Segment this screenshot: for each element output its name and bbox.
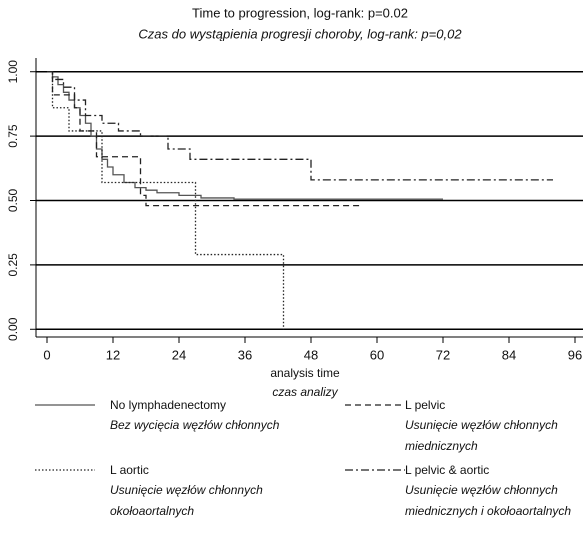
legend-label: L pelvic xyxy=(405,398,446,412)
survival-curve xyxy=(47,71,361,207)
y-tick-label: 0.25 xyxy=(6,253,20,277)
x-tick-label: 84 xyxy=(502,347,516,362)
x-tick-label: 96 xyxy=(568,347,582,362)
y-tick-label: 1.00 xyxy=(6,60,20,84)
legend-label: L aortic xyxy=(110,463,149,477)
x-tick-label: 12 xyxy=(106,347,120,362)
legend-label: L pelvic & aortic xyxy=(405,463,490,477)
x-axis-label: analysis time xyxy=(270,366,340,380)
x-tick-label: 60 xyxy=(370,347,384,362)
legend-description: Usunięcie węzłów chłonnych okołoaortalny… xyxy=(110,483,263,518)
legend-description: Usunięcie węzłów chłonnych miednicznych … xyxy=(405,483,572,518)
x-tick-label: 36 xyxy=(238,347,252,362)
y-tick-label: 0.50 xyxy=(6,188,20,212)
x-axis-label-sub: czas analizy xyxy=(272,385,338,399)
survival-curve xyxy=(47,71,553,181)
legend-description: Bez wycięcia węzłów chłonnych xyxy=(110,418,280,432)
legend-description: Usunięcie węzłów chłonnych miednicznych xyxy=(405,418,558,453)
chart-subtitle: Czas do wystąpienia progresji choroby, l… xyxy=(138,26,462,41)
chart-title: Time to progression, log-rank: p=0.02 xyxy=(192,5,408,20)
x-tick-label: 72 xyxy=(436,347,450,362)
x-tick-label: 0 xyxy=(43,347,50,362)
legend-label: No lymphadenectomy xyxy=(110,398,227,412)
survival-curve xyxy=(47,71,285,330)
y-tick-label: 0.75 xyxy=(6,124,20,148)
x-tick-label: 48 xyxy=(304,347,318,362)
x-tick-label: 24 xyxy=(172,347,186,362)
y-tick-label: 0.00 xyxy=(6,317,20,341)
